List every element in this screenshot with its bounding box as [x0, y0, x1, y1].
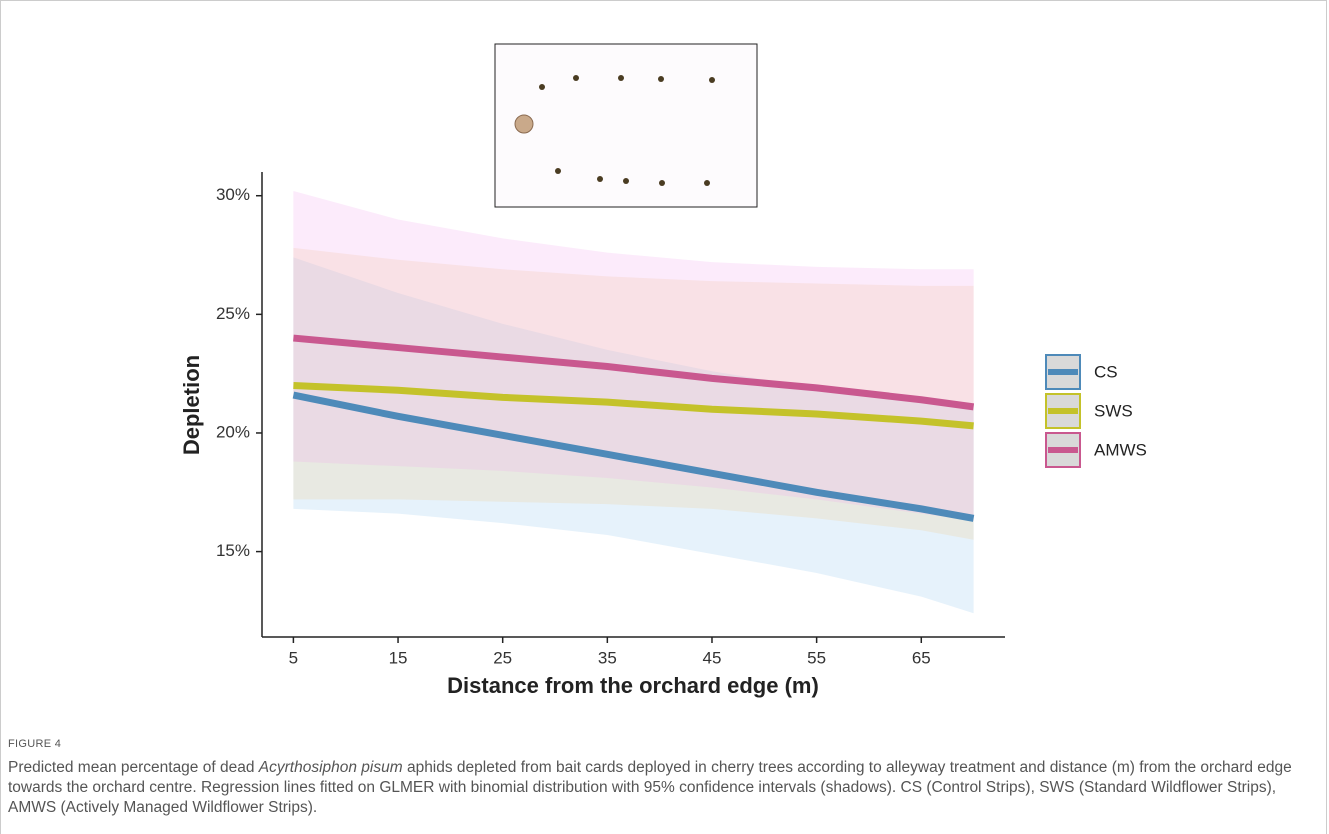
regression-line — [292, 391, 975, 522]
caption-end: aphids depleted from bait cards deployed… — [8, 759, 1292, 816]
x-tick-label: 55 — [807, 648, 826, 667]
confidence-band — [293, 247, 974, 540]
x-tick-label: 5 — [289, 648, 298, 667]
y-tick-label: 30% — [216, 185, 250, 204]
x-tick-label: 35 — [598, 648, 617, 667]
caption-text: Predicted mean percentage of dead Acyrth… — [8, 758, 1308, 818]
x-tick-label: 45 — [703, 648, 722, 667]
x-tick-label: 15 — [389, 648, 408, 667]
confidence-band — [293, 257, 974, 614]
x-axis-title: Distance from the orchard edge (m) — [447, 673, 819, 698]
legend-label: AMWS — [1094, 440, 1147, 459]
x-tick-label: 25 — [493, 648, 512, 667]
legend-label: SWS — [1094, 401, 1133, 420]
figure-label: FIGURE 4 — [8, 738, 62, 750]
caption: FIGURE 4 Predicted mean percentage of de… — [8, 738, 1308, 818]
chart: Depletion Distance from the orchard edge… — [179, 43, 1147, 698]
legend-label: CS — [1094, 362, 1118, 381]
y-tick-label: 20% — [216, 422, 250, 441]
caption-species: Acyrthosiphon pisum — [258, 759, 403, 776]
y-axis-title: Depletion — [179, 355, 204, 455]
y-tick-label: 15% — [216, 541, 250, 560]
confidence-band — [293, 190, 974, 521]
bait-card-photo — [494, 43, 758, 208]
x-tick-label: 65 — [912, 648, 931, 667]
regression-line — [293, 382, 974, 430]
regression-line — [293, 334, 975, 411]
caption-start: Predicted mean percentage of dead — [8, 759, 259, 776]
y-tick-label: 25% — [216, 304, 250, 323]
